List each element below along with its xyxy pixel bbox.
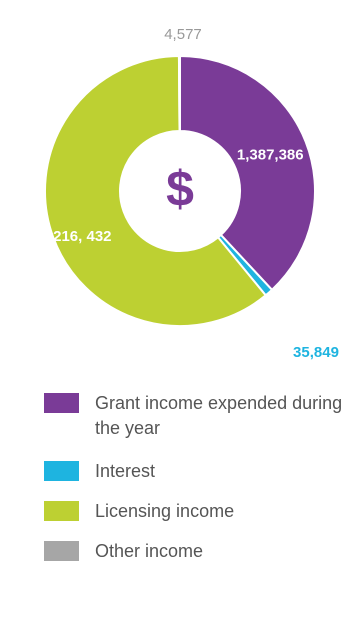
legend-swatch-grant — [44, 393, 79, 413]
donut-chart-svg: 1,387,386 35,849 2, 216, 432 4,577 $ — [36, 25, 339, 361]
data-label-4: 4,577 — [164, 26, 202, 43]
legend-item-grant: Grant income expended during the year — [44, 393, 344, 461]
legend-swatch-other — [44, 541, 79, 561]
donut-chart: 1,387,386 35,849 2, 216, 432 4,577 $ — [36, 25, 339, 361]
data-label-2: 35,849 — [293, 344, 339, 361]
slice-3 — [44, 54, 268, 327]
data-label-3: 2, 216, 432 — [36, 228, 111, 245]
legend-label-licensing: Licensing income — [95, 501, 235, 521]
legend-item-interest: Interest — [44, 461, 344, 501]
legend-item-licensing: Licensing income — [44, 501, 344, 541]
data-label-1: 1,387,386 — [237, 146, 304, 163]
legend-swatch-licensing — [44, 501, 79, 521]
legend-label-grant: Grant income expended during the year — [95, 393, 343, 438]
legend-item-other: Other income — [44, 541, 344, 581]
legend-label-interest: Interest — [95, 461, 156, 481]
dollar-sign-icon: $ — [166, 161, 194, 217]
legend: Grant income expended during the year In… — [44, 393, 344, 581]
legend-swatch-interest — [44, 461, 79, 481]
legend-label-other: Other income — [95, 541, 204, 561]
slice-1 — [179, 54, 316, 292]
slice-4 — [177, 54, 181, 133]
